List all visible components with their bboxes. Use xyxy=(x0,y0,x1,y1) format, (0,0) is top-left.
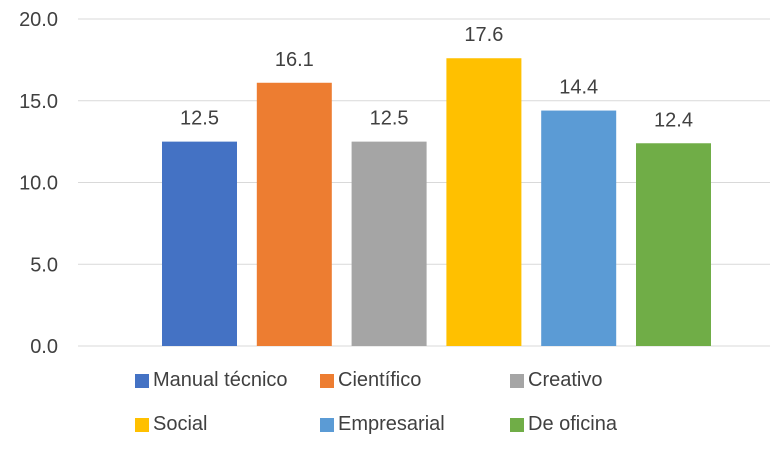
data-label: 17.6 xyxy=(464,24,503,46)
y-tick-label: 5.0 xyxy=(30,254,58,276)
data-label: 12.5 xyxy=(370,108,409,130)
bars xyxy=(162,58,711,347)
bar xyxy=(636,143,711,346)
y-tick-label: 15.0 xyxy=(19,91,58,113)
data-labels: 12.5 16.1 12.5 17.6 14.4 12.4 xyxy=(180,24,693,131)
y-axis-tick-labels: 0.0 5.0 10.0 15.0 20.0 xyxy=(19,9,58,358)
bar xyxy=(541,110,617,346)
bar xyxy=(446,58,522,347)
y-tick-label: 10.0 xyxy=(19,173,58,195)
bar xyxy=(256,82,332,346)
bar xyxy=(162,141,237,346)
y-tick-label: 20.0 xyxy=(19,9,58,31)
y-tick-label: 0.0 xyxy=(30,336,58,358)
data-label: 12.4 xyxy=(654,109,693,131)
data-label: 16.1 xyxy=(275,49,314,71)
data-label: 14.4 xyxy=(559,77,598,99)
data-label: 12.5 xyxy=(180,108,219,130)
bar xyxy=(351,141,427,346)
